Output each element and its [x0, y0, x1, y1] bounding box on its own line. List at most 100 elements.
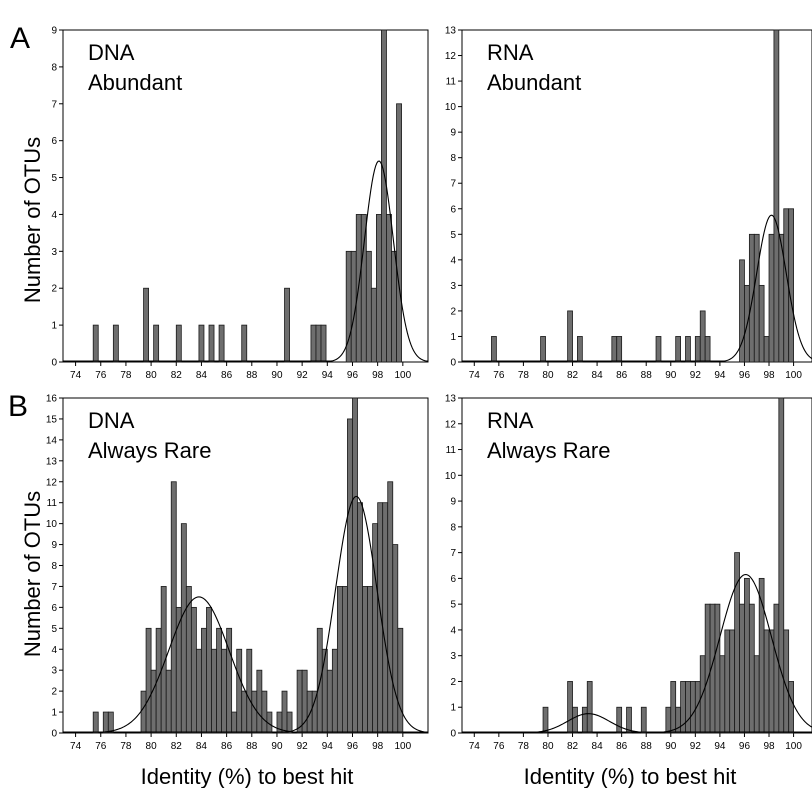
- bar: [391, 250, 397, 363]
- x-tick-label: 100: [394, 370, 411, 381]
- fitted-curve: [462, 573, 812, 733]
- bar: [365, 250, 372, 363]
- chart-title-line: Always Rare: [487, 438, 610, 463]
- panel-letter-b: B: [8, 390, 28, 423]
- bar: [778, 397, 785, 734]
- x-tick-label: 78: [518, 741, 530, 752]
- y-tick-label: 2: [450, 306, 456, 317]
- fitted-curve: [462, 214, 812, 362]
- x-tick-label: 84: [592, 741, 604, 752]
- y-tick-label: 7: [51, 99, 57, 110]
- bar: [256, 669, 263, 734]
- bar: [201, 627, 207, 734]
- bar: [626, 706, 632, 734]
- bar: [386, 214, 392, 363]
- bar: [226, 627, 233, 734]
- y-tick-label: 8: [51, 62, 57, 73]
- x-tick-label: 90: [665, 370, 677, 381]
- x-tick-label: 84: [592, 370, 604, 381]
- bar: [675, 336, 681, 363]
- bar: [392, 544, 399, 734]
- x-axis-label-left: Identity (%) to best hit: [141, 764, 354, 788]
- bar: [102, 711, 109, 734]
- y-tick-label: 0: [51, 358, 57, 369]
- y-tick-label: 13: [445, 26, 457, 37]
- y-tick-label: 5: [51, 173, 57, 184]
- y-tick-label: 5: [51, 624, 57, 635]
- bar: [180, 523, 187, 734]
- x-tick-label: 100: [394, 741, 411, 752]
- x-tick-label: 76: [95, 741, 107, 752]
- bar: [246, 648, 253, 734]
- bar: [218, 324, 225, 363]
- x-tick-label: 96: [347, 741, 359, 752]
- bar: [670, 681, 677, 734]
- x-tick-label: 86: [221, 370, 233, 381]
- bar: [542, 706, 549, 734]
- y-tick-label: 9: [51, 26, 57, 37]
- y-axis-label-a: Number of OTUs: [20, 137, 45, 303]
- bar: [185, 586, 192, 734]
- y-tick-label: 4: [51, 645, 57, 656]
- bar: [190, 606, 197, 734]
- bar: [768, 629, 775, 734]
- bar: [140, 690, 147, 734]
- y-tick-label: 7: [51, 582, 57, 593]
- bar: [567, 310, 573, 363]
- y-tick-label: 1: [51, 321, 57, 332]
- chart-title-line: DNA: [88, 408, 135, 433]
- x-tick-label: 82: [171, 741, 183, 752]
- x-tick-label: 86: [221, 741, 233, 752]
- bar: [690, 681, 696, 734]
- panel-letter-a: A: [10, 22, 30, 55]
- bar: [372, 523, 379, 734]
- x-tick-label: 100: [785, 741, 802, 752]
- x-tick-label: 86: [616, 741, 628, 752]
- bar: [375, 214, 382, 363]
- x-tick-label: 96: [347, 370, 359, 381]
- x-tick-label: 94: [714, 741, 726, 752]
- y-tick-label: 0: [450, 729, 456, 740]
- fitted-curve: [63, 160, 428, 362]
- bar: [296, 669, 303, 734]
- x-tick-label: 80: [542, 370, 554, 381]
- bar: [241, 690, 248, 734]
- x-tick-label: 88: [641, 370, 653, 381]
- y-tick-label: 5: [450, 600, 456, 611]
- x-tick-label: 80: [542, 741, 554, 752]
- y-tick-label: 12: [46, 477, 58, 488]
- x-tick-label: 92: [297, 741, 309, 752]
- y-tick-label: 6: [450, 574, 456, 585]
- x-tick-label: 82: [567, 741, 579, 752]
- bar: [196, 648, 202, 734]
- bar: [704, 603, 711, 734]
- x-tick-label: 78: [120, 370, 132, 381]
- y-tick-label: 10: [445, 102, 457, 113]
- bar: [241, 324, 248, 363]
- bar: [310, 324, 317, 363]
- bar: [768, 233, 775, 363]
- bar: [685, 336, 691, 363]
- bar: [261, 690, 268, 734]
- chart-title-line: Abundant: [88, 70, 182, 95]
- bar: [748, 233, 755, 363]
- bar: [665, 706, 672, 734]
- bar: [92, 324, 99, 363]
- bar: [150, 669, 157, 734]
- y-tick-label: 9: [51, 540, 57, 551]
- x-tick-label: 96: [739, 370, 751, 381]
- bar: [284, 287, 290, 363]
- y-tick-label: 2: [51, 687, 57, 698]
- bar: [586, 681, 593, 734]
- bar: [699, 310, 706, 363]
- chart-title-line: Always Rare: [88, 438, 211, 463]
- bar: [231, 711, 238, 734]
- x-tick-label: 92: [297, 370, 309, 381]
- y-tick-label: 16: [46, 394, 58, 405]
- y-tick-label: 4: [51, 210, 57, 221]
- bar: [788, 208, 794, 363]
- y-tick-label: 15: [46, 414, 58, 425]
